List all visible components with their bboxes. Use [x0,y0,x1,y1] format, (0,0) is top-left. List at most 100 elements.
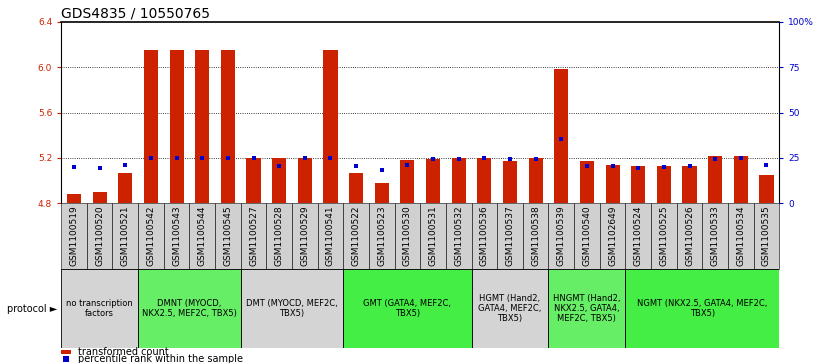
Bar [241,269,344,348]
Bar [272,158,286,203]
Text: GSM1100525: GSM1100525 [659,205,668,266]
Text: transformed count: transformed count [78,347,168,357]
Bar [266,203,292,269]
Text: GSM1102649: GSM1102649 [608,206,617,266]
Bar [446,203,472,269]
Text: GSM1100545: GSM1100545 [224,205,233,266]
Text: GMT (GATA4, MEF2C,
TBX5): GMT (GATA4, MEF2C, TBX5) [363,299,451,318]
Bar [164,203,189,269]
Text: GSM1100533: GSM1100533 [711,205,720,266]
Text: DMNT (MYOCD,
NKX2.5, MEF2C, TBX5): DMNT (MYOCD, NKX2.5, MEF2C, TBX5) [142,299,237,318]
Text: NGMT (NKX2.5, GATA4, MEF2C,
TBX5): NGMT (NKX2.5, GATA4, MEF2C, TBX5) [637,299,768,318]
Bar [86,203,113,269]
Text: GSM1100529: GSM1100529 [300,205,309,266]
Bar [651,203,676,269]
Text: GSM1100540: GSM1100540 [583,205,592,266]
Bar [523,203,548,269]
Text: DMT (MYOCD, MEF2C,
TBX5): DMT (MYOCD, MEF2C, TBX5) [246,299,338,318]
Bar [625,269,779,348]
Text: GSM1100521: GSM1100521 [121,205,130,266]
Bar [349,173,363,203]
Bar [375,183,388,203]
Bar [728,203,754,269]
Text: GSM1100530: GSM1100530 [403,205,412,266]
Text: GSM1100536: GSM1100536 [480,205,489,266]
Bar [138,269,241,348]
Bar [754,203,779,269]
Text: GSM1100535: GSM1100535 [762,205,771,266]
Text: HNGMT (Hand2,
NKX2.5, GATA4,
MEF2C, TBX5): HNGMT (Hand2, NKX2.5, GATA4, MEF2C, TBX5… [553,294,621,323]
Bar [548,203,574,269]
Bar [600,203,625,269]
Bar [529,158,543,203]
Bar [395,203,420,269]
Bar [118,173,132,203]
Bar [554,69,568,203]
Bar [657,166,671,203]
Text: GSM1100537: GSM1100537 [505,205,515,266]
Text: GSM1100544: GSM1100544 [197,206,206,266]
Bar [605,165,619,203]
Bar [292,203,317,269]
Bar [472,269,548,348]
Bar [420,203,446,269]
Bar [734,156,747,203]
Bar [426,159,440,203]
Bar [574,203,600,269]
Text: GSM1100532: GSM1100532 [455,205,463,266]
Bar [703,203,728,269]
Text: GSM1100519: GSM1100519 [69,205,78,266]
Text: GSM1100534: GSM1100534 [736,205,745,266]
Bar [113,203,138,269]
Bar [631,166,645,203]
Text: protocol ►: protocol ► [7,303,57,314]
Text: GSM1100531: GSM1100531 [428,205,437,266]
Bar [189,203,215,269]
Bar [138,203,164,269]
Bar [548,269,625,348]
Bar [61,350,72,354]
Bar [369,203,395,269]
Bar [246,158,260,203]
Text: GSM1100538: GSM1100538 [531,205,540,266]
Text: GSM1100539: GSM1100539 [557,205,565,266]
Bar [67,194,81,203]
Text: GSM1100522: GSM1100522 [352,206,361,266]
Bar [682,166,697,203]
Bar [221,50,235,203]
Bar [477,158,491,203]
Bar [451,158,466,203]
Bar [497,203,523,269]
Text: GSM1100528: GSM1100528 [275,205,284,266]
Bar [195,50,209,203]
Bar [215,203,241,269]
Bar [170,50,184,203]
Bar [708,156,722,203]
Text: GSM1100542: GSM1100542 [146,206,156,266]
Text: GSM1100520: GSM1100520 [95,205,104,266]
Bar [61,269,138,348]
Text: HGMT (Hand2,
GATA4, MEF2C,
TBX5): HGMT (Hand2, GATA4, MEF2C, TBX5) [478,294,542,323]
Bar [144,50,158,203]
Bar [580,161,594,203]
Bar [241,203,266,269]
Bar [344,269,472,348]
Text: GSM1100524: GSM1100524 [634,206,643,266]
Bar [760,175,774,203]
Text: no transcription
factors: no transcription factors [66,299,133,318]
Text: GSM1100543: GSM1100543 [172,205,181,266]
Bar [298,158,312,203]
Bar [401,160,415,203]
Text: percentile rank within the sample: percentile rank within the sample [78,354,242,363]
Bar [92,192,107,203]
Text: GSM1100527: GSM1100527 [249,205,258,266]
Text: GSM1100523: GSM1100523 [377,205,386,266]
Text: GSM1100526: GSM1100526 [685,205,694,266]
Bar [61,203,86,269]
Text: GSM1100541: GSM1100541 [326,205,335,266]
Bar [503,161,517,203]
Bar [625,203,651,269]
Bar [344,203,369,269]
Bar [317,203,344,269]
Bar [323,50,338,203]
